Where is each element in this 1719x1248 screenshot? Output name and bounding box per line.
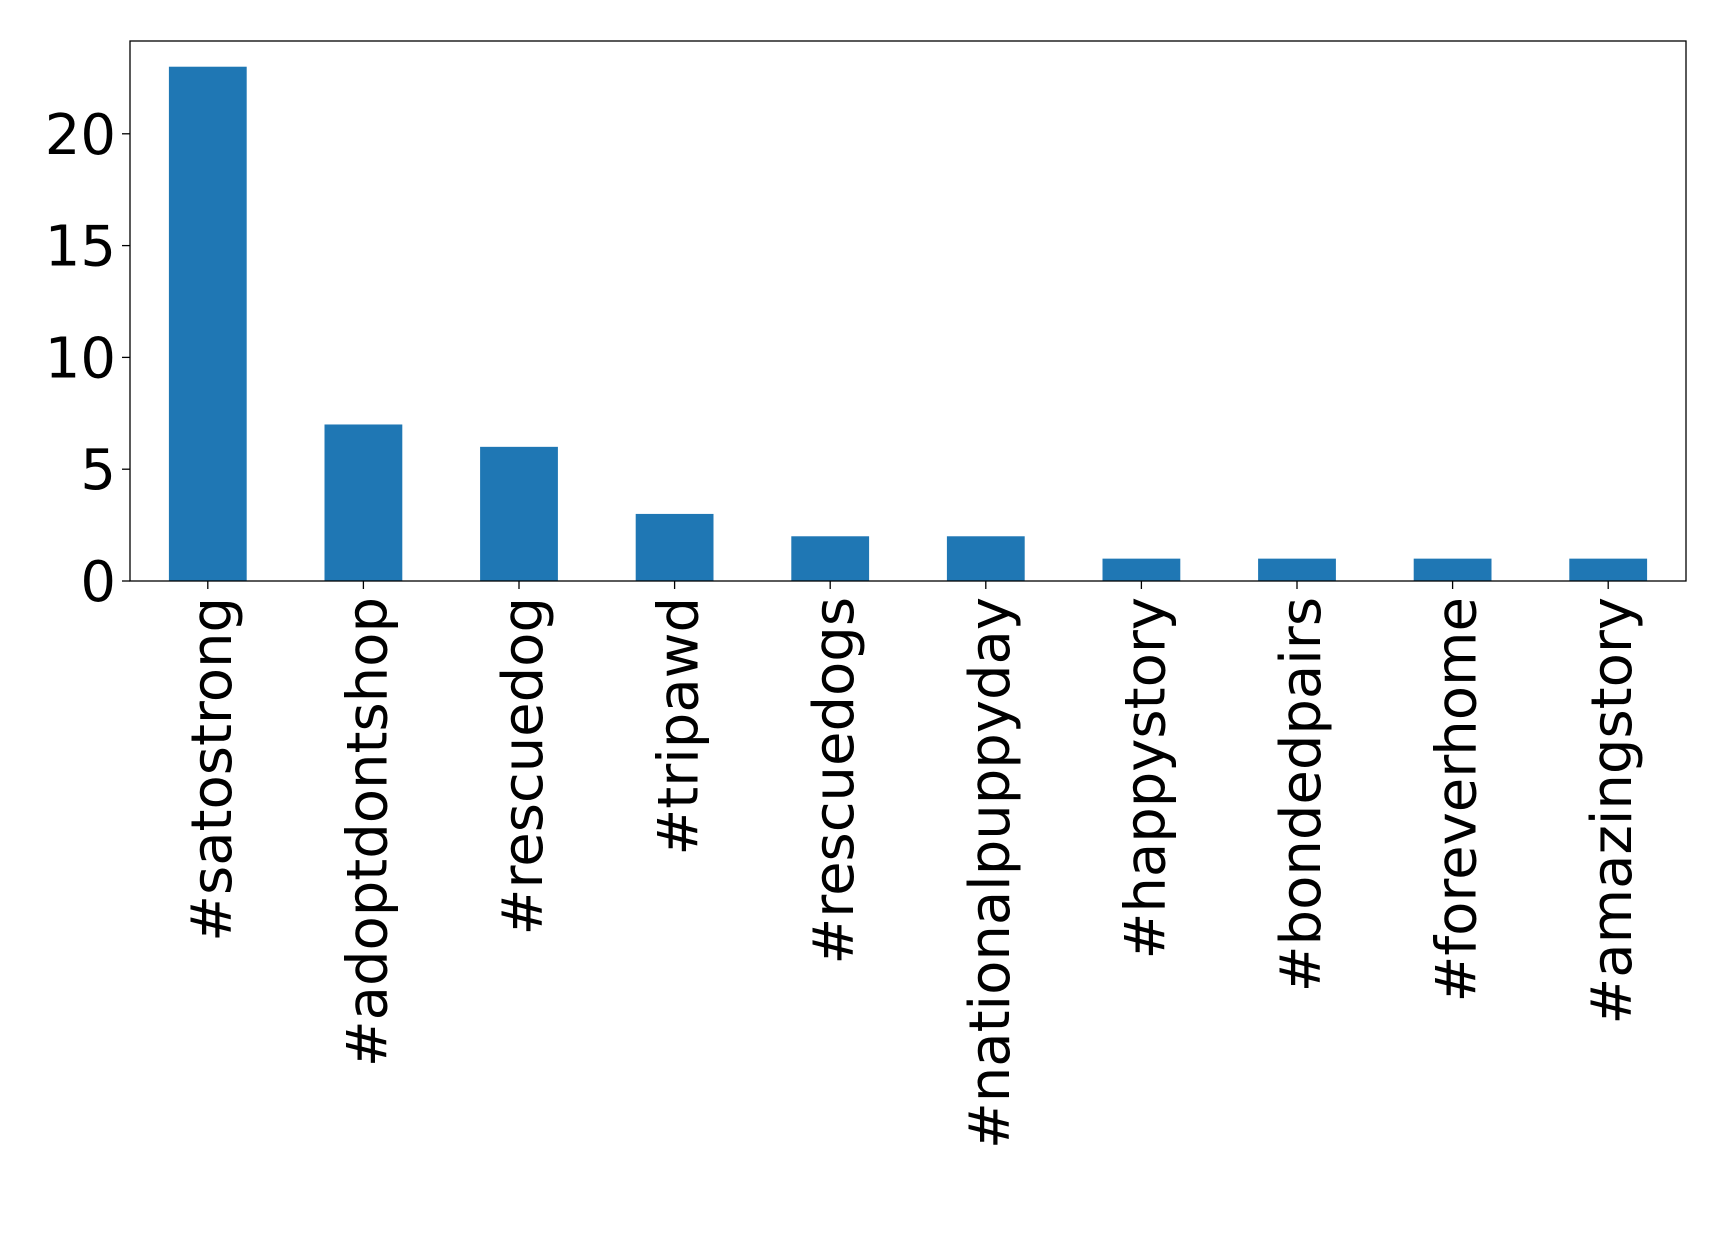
x-tick-label: #tripawd (647, 597, 712, 856)
bar-bondedpairs (1258, 558, 1336, 581)
y-axis: 0 5 10 15 20 (45, 103, 130, 615)
x-tick-label: #adoptdontshop (335, 597, 400, 1067)
x-tick-label: #happystory (1113, 597, 1178, 960)
plot-frame (129, 40, 1687, 582)
bar-foreverhome (1413, 558, 1492, 581)
x-tick-label: #satostrong (180, 597, 245, 942)
bars-layer (168, 66, 1648, 581)
x-tick-label: #nationalpuppyday (958, 597, 1023, 1149)
bar-amazingstory (1569, 558, 1648, 581)
x-tick-label: #rescuedogs (802, 597, 867, 965)
y-tick-label: 15 (45, 215, 116, 280)
x-tick-label: #bondedpairs (1269, 597, 1334, 992)
bar-rescuedog (480, 446, 558, 581)
bar-nationalpuppyday (946, 536, 1025, 581)
bar-tripawd (635, 513, 714, 581)
y-tick-label: 5 (80, 438, 116, 503)
x-tick-label: #rescuedog (491, 597, 556, 935)
y-tick-label: 0 (80, 550, 116, 615)
x-axis: #satostrong #adoptdontshop #rescuedog #trip… (180, 581, 1645, 1149)
x-tick-label: #amazingstory (1580, 597, 1645, 1025)
y-tick-label: 20 (45, 103, 116, 168)
x-tick-label: #foreverhome (1425, 597, 1490, 1003)
y-tick-label: 10 (45, 326, 116, 391)
bar-adoptdontshop (324, 424, 403, 581)
bar-rescuedogs (791, 536, 870, 581)
bar-satostrong (168, 66, 247, 581)
bar-happystory (1102, 558, 1181, 581)
